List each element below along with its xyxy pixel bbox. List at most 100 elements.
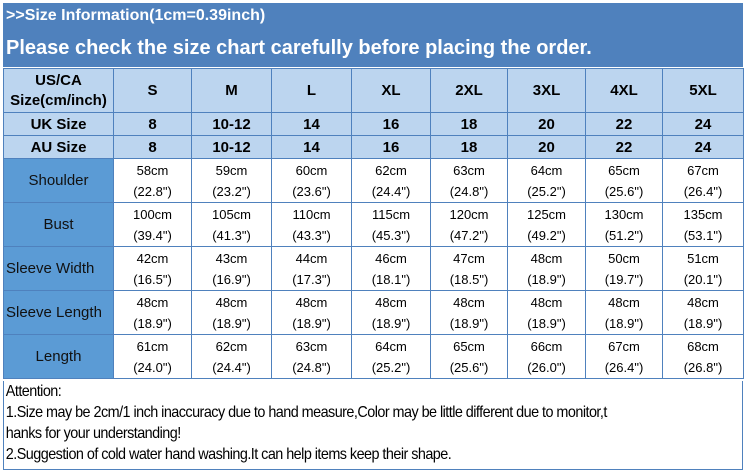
measurement-cell: 120cm (47.2") — [430, 202, 508, 247]
measurement-cell-text: (18.5") — [449, 271, 489, 287]
measurement-cell-text: (45.3") — [371, 227, 411, 243]
note-line: 2.Suggestion of cold water hand washing.… — [5, 446, 452, 463]
measurement-cell-text: 61cm — [136, 338, 169, 354]
size-header: 2XL — [430, 68, 508, 113]
measurement-cell-text: (26.0") — [527, 359, 566, 375]
au-size-label-text: AU Size — [30, 138, 87, 156]
measurement-cell: 48cm (18.9") — [351, 290, 431, 335]
measurement-cell: 67cm (26.4") — [662, 158, 744, 203]
measurement-cell: 130cm (51.2") — [585, 202, 663, 247]
measurement-cell-text: 64cm — [375, 338, 407, 354]
au-size-value: 22 — [585, 135, 663, 159]
measurement-cell: 105cm (41.3") — [191, 202, 272, 247]
row-label-text: Length — [35, 348, 82, 365]
size-header-text: 2XL — [455, 82, 483, 99]
au-size-row: AU Size 8 10-12 14 16 18 20 22 24 — [3, 135, 744, 159]
measurement-cell: 61cm (24.0") — [113, 334, 192, 379]
uk-size-value: 16 — [351, 112, 431, 136]
measurement-cell: 64cm (25.2") — [351, 334, 431, 379]
au-size-value-text: 10-12 — [212, 138, 251, 156]
measurement-cell: 44cm (17.3") — [271, 246, 352, 291]
measurement-cell: 46cm (18.1") — [351, 246, 431, 291]
table-row: Sleeve Length 48cm (18.9") 48cm (18.9") 48cm (… — [3, 290, 744, 335]
size-header-text: 5XL — [689, 82, 717, 99]
table-row: Shoulder 58cm (22.8") 59cm (23.2") 60cm (23.6"… — [3, 158, 744, 203]
measurement-cell-text: 110cm — [292, 206, 331, 222]
au-size-value: 14 — [271, 135, 352, 159]
measurement-cell: 100cm (39.4") — [113, 202, 192, 247]
measurement-cell-text: (18.1") — [371, 271, 411, 287]
measurement-cell-text: 65cm — [453, 338, 485, 354]
size-header: L — [271, 68, 352, 113]
uk-size-value: 10-12 — [191, 112, 272, 136]
measurement-cell: 59cm (23.2") — [191, 158, 272, 203]
measurement-cell: 51cm (20.1") — [662, 246, 744, 291]
size-header: XL — [351, 68, 431, 113]
measurement-cell: 48cm (18.9") — [430, 290, 508, 335]
uk-size-value-text: 22 — [615, 115, 633, 133]
measurement-cell: 48cm (18.9") — [271, 290, 352, 335]
measurement-cell: 65cm (25.6") — [430, 334, 508, 379]
measurement-cell: 65cm (25.6") — [585, 158, 663, 203]
measurement-cell: 63cm (24.8") — [430, 158, 508, 203]
measurement-cell-text: (17.3") — [292, 271, 331, 287]
uk-size-value: 18 — [430, 112, 508, 136]
measurement-cell-text: 44cm — [295, 250, 328, 266]
measurement-cell-text: 135cm — [683, 206, 723, 222]
uk-size-value-text: 16 — [382, 115, 400, 133]
au-size-value: 20 — [507, 135, 586, 159]
measurement-cell-text: (47.2") — [449, 227, 489, 243]
size-header: M — [191, 68, 272, 113]
measurement-cell-text: (25.2") — [527, 183, 566, 199]
size-header-text: S — [147, 82, 158, 99]
corner-label-text: US/CA — [35, 71, 82, 89]
au-size-value-text: 16 — [382, 138, 400, 156]
measurement-cell-text: (41.3") — [212, 227, 251, 243]
measurement-cell-text: (25.6") — [604, 183, 644, 199]
measurement-cell: 43cm (16.9") — [191, 246, 272, 291]
measurement-cell-text: (39.4") — [133, 227, 172, 243]
measurement-cell: 48cm (18.9") — [662, 290, 744, 335]
measurement-cell-text: (20.1") — [683, 271, 723, 287]
measurement-cell-text: 66cm — [530, 338, 563, 354]
corner-label-text: Size(cm/inch) — [10, 91, 107, 109]
size-header-text: 3XL — [532, 82, 561, 99]
measurement-cell-text: (16.9") — [212, 271, 251, 287]
measurement-cell-text: (24.4") — [371, 183, 411, 199]
measurement-cell: 47cm (18.5") — [430, 246, 508, 291]
measurement-cell-text: (16.5") — [133, 271, 172, 287]
uk-size-label-text: UK Size — [30, 115, 87, 133]
measurement-cell-text: 67cm — [687, 162, 719, 178]
measurement-cell-text: 60cm — [295, 162, 328, 178]
measurement-cell-text: 47cm — [453, 250, 485, 266]
row-label-text: Shoulder — [28, 172, 89, 189]
size-header-text: 4XL — [610, 82, 638, 99]
attention-notes: Attention: 1.Size may be 2cm/1 inch inac… — [3, 381, 743, 470]
measurement-cell: 48cm (18.9") — [507, 290, 586, 335]
measurement-cell: 42cm (16.5") — [113, 246, 192, 291]
measurement-cell-text: 68cm — [687, 338, 719, 354]
measurement-cell-text: 67cm — [608, 338, 640, 354]
uk-size-value-text: 14 — [303, 115, 320, 133]
measurement-cell-text: (18.9") — [604, 315, 644, 331]
au-size-value-text: 18 — [460, 138, 478, 156]
uk-size-value: 20 — [507, 112, 586, 136]
measurement-cell-text: (23.2") — [212, 183, 251, 199]
measurement-cell: 60cm (23.6") — [271, 158, 352, 203]
au-size-value-text: 20 — [538, 138, 555, 156]
size-info-title: >>Size Information(1cm=0.39inch) — [6, 7, 266, 24]
measurement-cell-text: (18.9") — [133, 315, 172, 331]
measurement-cell: 68cm (26.8") — [662, 334, 744, 379]
row-label: Shoulder — [3, 158, 114, 203]
measurement-cell: 48cm (18.9") — [113, 290, 192, 335]
measurement-cell-text: 64cm — [530, 162, 563, 178]
note-line: hanks for your understanding! — [5, 425, 181, 442]
table-row: Length 61cm (24.0") 62cm (24.4") 63cm (24.8") 6… — [3, 334, 744, 379]
measurement-cell-text: 58cm — [136, 162, 169, 178]
measurement-cell: 62cm (24.4") — [191, 334, 272, 379]
note-line: Attention: — [5, 383, 62, 400]
measurement-cell: 67cm (26.4") — [585, 334, 663, 379]
corner-label: US/CA Size(cm/inch) — [3, 68, 114, 113]
size-chart-notice: Please check the size chart carefully be… — [6, 37, 592, 59]
measurement-cell-text: (24.8") — [292, 359, 331, 375]
